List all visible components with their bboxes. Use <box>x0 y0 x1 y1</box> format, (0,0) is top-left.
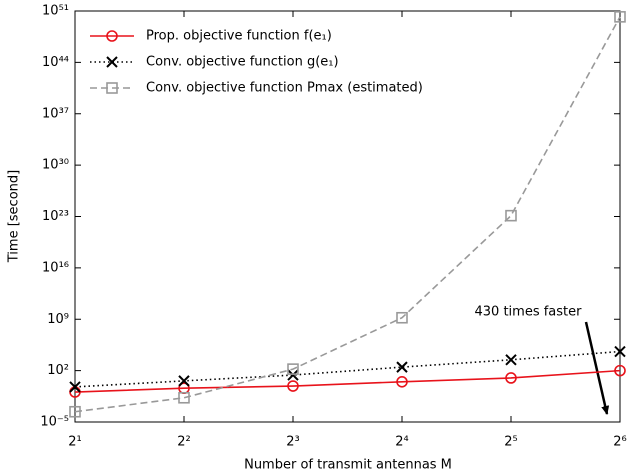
data-point <box>614 364 626 377</box>
y-tick-label: 10² <box>47 363 69 378</box>
x-tick-label: 2² <box>177 435 190 450</box>
x-tick-label: 2⁵ <box>504 435 517 450</box>
data-point <box>614 11 626 23</box>
x-tick-label: 2¹ <box>68 435 81 450</box>
annotation: 430 times faster <box>475 305 583 320</box>
legend-label: Prop. objective function f(e₁) <box>146 29 332 44</box>
data-point <box>396 361 408 373</box>
data-point <box>396 311 408 324</box>
annotation-arrow <box>584 321 610 415</box>
y-tick-label: 10⁴⁴ <box>42 55 69 70</box>
data-point <box>505 354 517 366</box>
y-tick-label: 10²³ <box>42 209 69 224</box>
data-point <box>614 345 626 358</box>
legend-marker <box>106 30 118 42</box>
data-point <box>69 381 81 393</box>
x-axis-label: Number of transmit antennas M <box>244 458 452 473</box>
plot-frame <box>74 10 621 423</box>
data-point <box>505 209 517 222</box>
data-point <box>178 391 190 404</box>
y-tick-label: 10⁵¹ <box>42 4 69 19</box>
y-axis-label: Time [second] <box>7 170 22 263</box>
data-point <box>287 380 299 392</box>
data-point <box>287 369 299 381</box>
data-point <box>396 376 408 388</box>
data-point <box>287 363 299 375</box>
x-tick-label: 2⁶ <box>613 435 626 450</box>
y-tick-label: 10¹⁶ <box>42 260 69 275</box>
data-point <box>69 405 81 418</box>
x-tick-label: 2⁴ <box>395 435 408 450</box>
series-line <box>74 369 621 393</box>
data-point <box>178 375 190 387</box>
legend-label: Conv. objective function g(e₁) <box>146 55 339 70</box>
series-line <box>74 16 621 413</box>
legend-marker <box>106 82 118 94</box>
legend-label: Conv. objective function Pmax (estimated… <box>146 81 423 96</box>
y-tick-label: 10⁹ <box>47 312 69 327</box>
y-tick-label: 10⁻⁵ <box>40 415 69 430</box>
y-tick-label: 10³⁰ <box>42 158 69 173</box>
data-point <box>505 372 517 384</box>
x-tick-label: 2³ <box>286 435 299 450</box>
y-tick-label: 10³⁷ <box>42 106 69 121</box>
series-line <box>74 350 621 388</box>
legend-marker <box>106 56 118 68</box>
